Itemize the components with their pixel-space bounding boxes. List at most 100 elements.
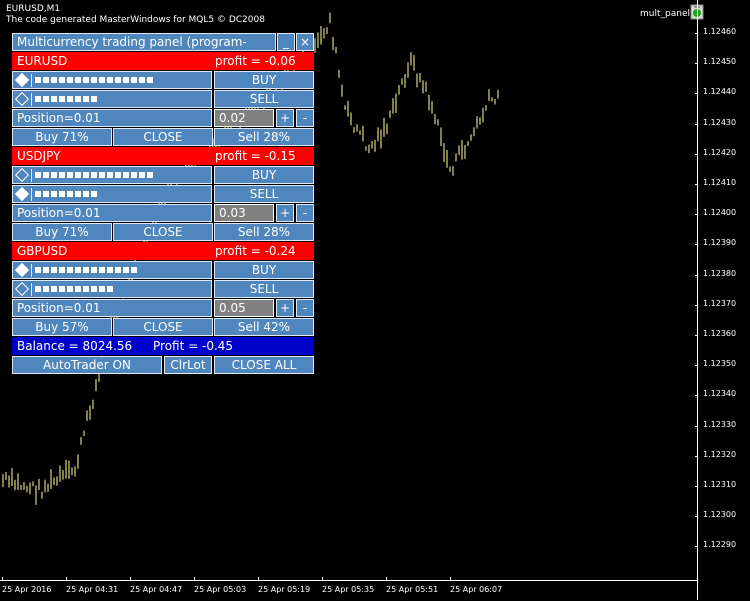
time-tick [130, 577, 131, 581]
close-symbol-button[interactable]: CLOSE [113, 128, 213, 146]
time-label: 25 Apr 06:07 [450, 585, 503, 594]
buy-button[interactable]: BUY [214, 71, 314, 89]
lot-minus-button[interactable]: - [296, 204, 314, 222]
sell-button[interactable]: SELL [214, 185, 314, 203]
symbol-name: EURUSD [17, 54, 68, 68]
price-label: 1.12380 [703, 268, 737, 278]
sell-percent-button[interactable]: Sell 42% [214, 318, 314, 336]
buy-diamond-icon[interactable] [14, 72, 30, 88]
buy-diamond-icon[interactable] [14, 262, 30, 278]
time-label: 25 Apr 2016 [2, 585, 52, 594]
separator [31, 283, 32, 296]
sell-diamond-icon[interactable] [14, 186, 30, 202]
price-label: 1.12360 [703, 329, 737, 338]
time-tick [66, 577, 67, 581]
time-tick [194, 577, 195, 581]
price-tick [695, 214, 698, 216]
symbol-profit: profit = -0.24 [215, 244, 296, 258]
lot-plus-button[interactable]: + [276, 299, 294, 317]
sell-percent-button[interactable]: Sell 28% [214, 223, 314, 241]
buy-diamond-icon[interactable] [14, 167, 30, 183]
price-label: 1.12460 [703, 27, 737, 36]
buy-percent-button[interactable]: Buy 57% [12, 318, 112, 336]
price-tick [695, 93, 698, 95]
symbol-profit: profit = -0.15 [215, 149, 296, 163]
lot-input[interactable]: 0.05 [214, 299, 274, 317]
time-tick [322, 577, 323, 581]
price-label: 1.12340 [703, 389, 737, 399]
time-tick [386, 577, 387, 581]
price-label: 1.12430 [703, 117, 737, 127]
buy-strength-bar [12, 71, 212, 89]
buy-percent-button[interactable]: Buy 71% [12, 128, 112, 146]
sell-strength-bar [12, 185, 212, 203]
price-tick [695, 274, 698, 276]
price-tick [695, 455, 698, 457]
time-label: 25 Apr 05:03 [194, 585, 247, 594]
separator [31, 74, 32, 87]
symbol-name: GBPUSD [17, 244, 68, 258]
position-label: Position=0.01 [12, 109, 212, 127]
total-profit-value: Profit = -0.45 [153, 339, 234, 353]
price-label: 1.12320 [703, 449, 737, 459]
symbol-header: GBPUSD profit = -0.24 [12, 242, 314, 260]
buy-strength-dots [35, 267, 139, 274]
position-label: Position=0.01 [12, 299, 212, 317]
price-label: 1.12290 [703, 540, 737, 550]
sell-diamond-icon[interactable] [14, 91, 30, 107]
close-panel-button[interactable]: × [296, 33, 314, 51]
price-label: 1.12350 [703, 359, 737, 369]
panel-title: Multicurrency trading panel (program-jok… [12, 33, 276, 65]
position-label: Position=0.01 [12, 204, 212, 222]
lot-input[interactable]: 0.03 [214, 204, 274, 222]
close-symbol-button[interactable]: CLOSE [113, 318, 213, 336]
sell-button[interactable]: SELL [214, 280, 314, 298]
chart-comment: The code generated MasterWindows for MQL… [6, 15, 265, 25]
clear-lot-button[interactable]: ClrLot [164, 356, 212, 374]
time-label: 25 Apr 05:51 [386, 585, 439, 594]
lot-input[interactable]: 0.02 [214, 109, 274, 127]
sell-strength-dots [35, 191, 99, 198]
buy-button[interactable]: BUY [214, 166, 314, 184]
sell-diamond-icon[interactable] [14, 281, 30, 297]
close-all-button[interactable]: CLOSE ALL [214, 356, 314, 374]
price-tick [695, 395, 698, 397]
balance-value: Balance = 8024.56 [17, 339, 133, 353]
symbol-header: EURUSD profit = -0.06 [12, 52, 314, 70]
price-tick [695, 123, 698, 125]
time-label: 25 Apr 04:31 [66, 585, 119, 594]
buy-percent-button[interactable]: Buy 71% [12, 223, 112, 241]
minimize-button[interactable]: _ [277, 33, 295, 51]
price-axis: 1.12460 1.12450 1.12440 1.12430 1.12420 1.124… [695, 0, 750, 600]
time-tick [258, 577, 259, 581]
price-tick [695, 486, 698, 487]
lot-minus-button[interactable]: - [296, 109, 314, 127]
close-symbol-button[interactable]: CLOSE [113, 223, 213, 241]
price-label: 1.12390 [703, 238, 737, 248]
sell-percent-button[interactable]: Sell 28% [214, 128, 314, 146]
chart-symbol-title: EURUSD,M1 [6, 4, 61, 14]
time-tick [2, 577, 3, 581]
lot-minus-button[interactable]: - [296, 299, 314, 317]
buy-strength-dots [35, 77, 155, 84]
price-label: 1.12400 [703, 208, 737, 218]
price-label: 1.12410 [703, 178, 737, 187]
expert-name: mult_panel [640, 9, 690, 19]
price-tick [695, 546, 698, 548]
price-label: 1.12450 [703, 57, 737, 67]
price-tick [695, 304, 698, 306]
sell-strength-dots [35, 286, 115, 293]
chart-header: EURUSD,M1 The code generated MasterWindo… [6, 4, 265, 26]
lot-plus-button[interactable]: + [276, 204, 294, 222]
sell-strength-dots [35, 96, 99, 103]
autotrader-button[interactable]: AutoTrader ON [12, 356, 162, 374]
buy-button[interactable]: BUY [214, 261, 314, 279]
price-label: 1.12300 [703, 510, 737, 520]
time-label: 25 Apr 05:35 [322, 585, 375, 594]
price-label: 1.12370 [703, 298, 737, 308]
symbol-name: USDJPY [17, 149, 61, 163]
price-label: 1.12440 [703, 87, 737, 97]
buy-strength-bar [12, 261, 212, 279]
lot-plus-button[interactable]: + [276, 109, 294, 127]
sell-button[interactable]: SELL [214, 90, 314, 108]
